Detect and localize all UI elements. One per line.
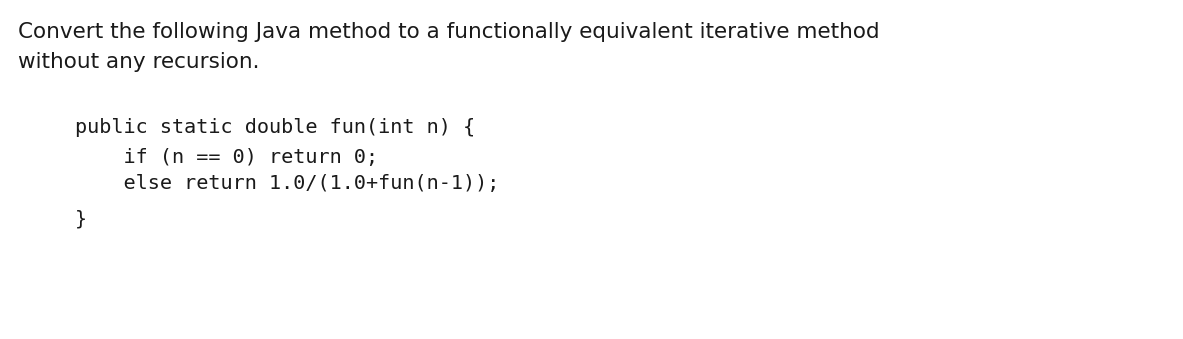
Text: }: } [75,210,88,229]
Text: if (n == 0) return 0;: if (n == 0) return 0; [75,148,379,167]
Text: else return 1.0/(1.0+fun(n-1));: else return 1.0/(1.0+fun(n-1)); [75,174,499,193]
Text: Convert the following Java method to a functionally equivalent iterative method: Convert the following Java method to a f… [18,22,880,42]
Text: without any recursion.: without any recursion. [18,52,259,72]
Text: public static double fun(int n) {: public static double fun(int n) { [75,118,476,137]
